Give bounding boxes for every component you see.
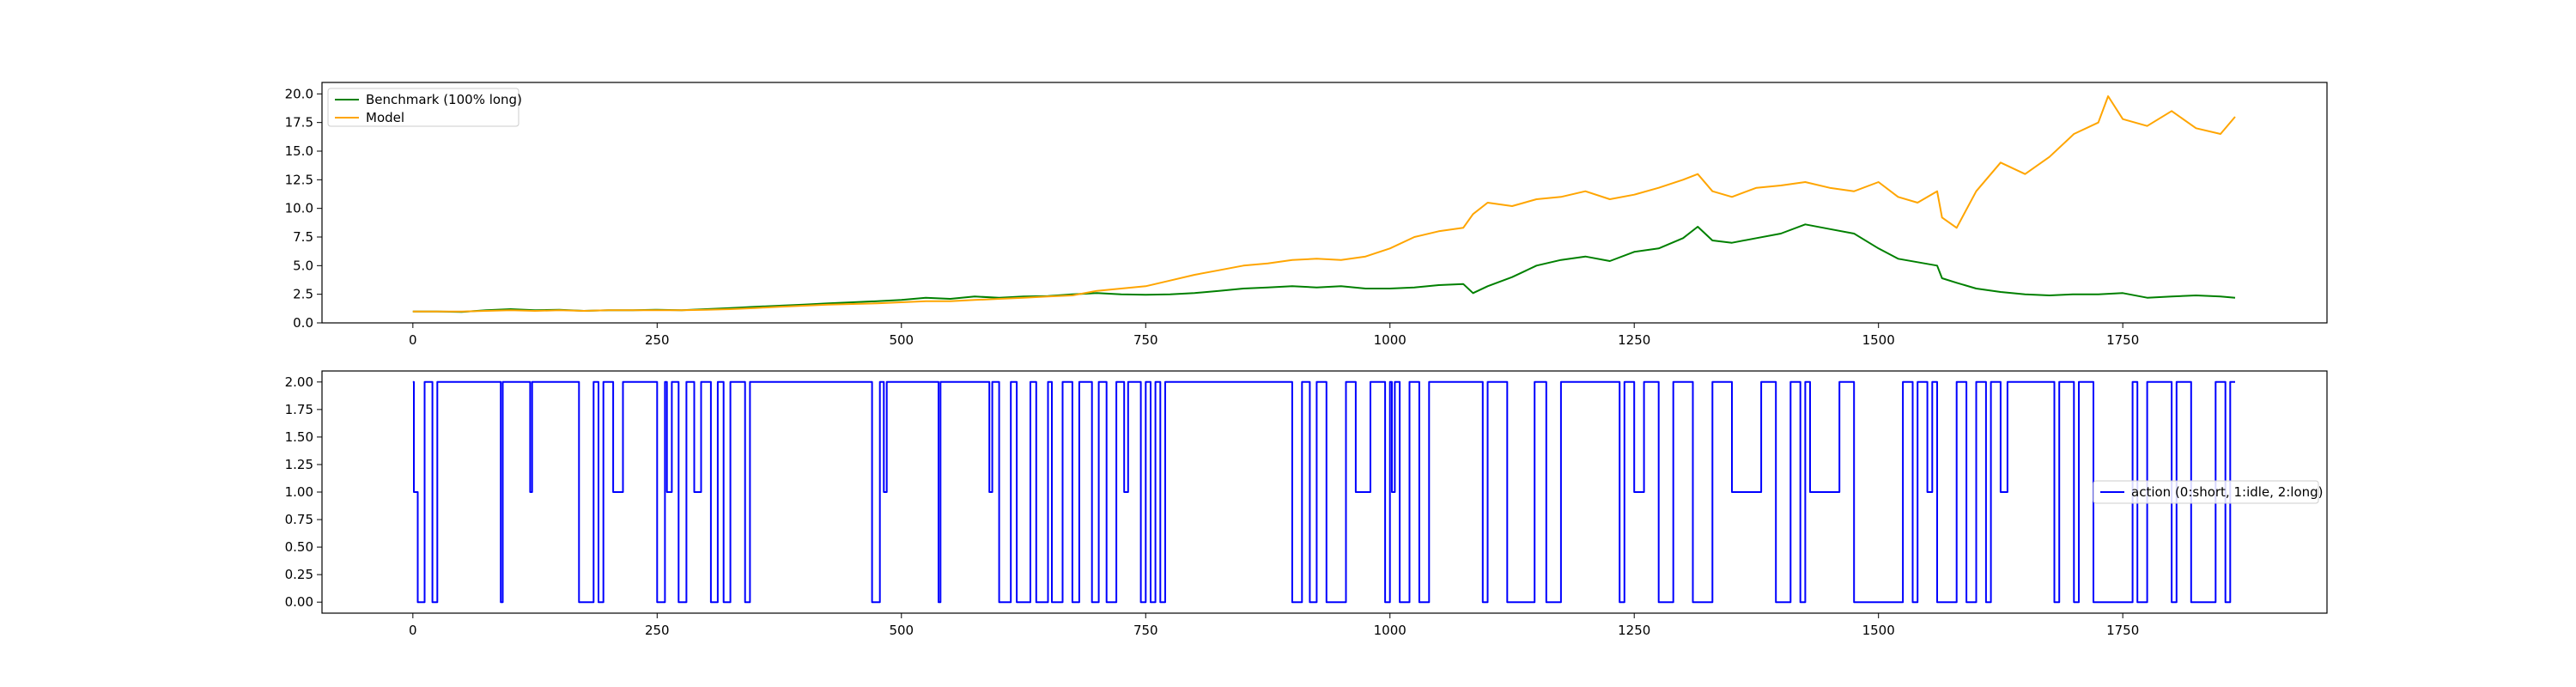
legend-box <box>327 88 519 127</box>
legend: action (0:short, 1:idle, 2:long) <box>2093 480 2324 504</box>
y-tick-label: 10.0 <box>285 201 313 216</box>
series-line-0 <box>412 223 2236 313</box>
x-tick-label: 1500 <box>1862 332 1895 348</box>
x-tick-label: 1000 <box>1374 332 1406 348</box>
x-tick-label: 750 <box>1133 623 1158 638</box>
x-tick-label: 1000 <box>1374 623 1406 638</box>
y-tick-label: 5.0 <box>293 258 313 273</box>
plot-lines <box>412 95 2236 313</box>
y-tick-label: 1.25 <box>285 457 313 472</box>
x-tick-label: 500 <box>889 623 914 638</box>
legend-box <box>2093 480 2319 504</box>
legend-label: Model <box>366 110 404 125</box>
y-tick-label: 2.5 <box>293 287 313 302</box>
y-tick-label: 1.75 <box>285 402 313 417</box>
axis-ticks: 0 250 500 750 1000 1250 1500 1750 0.0 2.5 5.0 7.5 10… <box>285 86 2140 348</box>
plot-lines <box>412 380 2235 604</box>
y-tick-label: 0.75 <box>285 512 313 527</box>
x-tick-label: 0 <box>409 332 417 348</box>
plot-frame <box>321 82 2328 324</box>
y-tick-label: 20.0 <box>285 86 313 101</box>
y-tick-label: 7.5 <box>293 229 313 245</box>
y-tick-label: 0.50 <box>285 539 313 555</box>
x-tick-label: 1250 <box>1618 623 1650 638</box>
x-tick-label: 1750 <box>2106 332 2139 348</box>
y-tick-label: 1.00 <box>285 484 313 500</box>
y-tick-label: 17.5 <box>285 115 313 131</box>
y-tick-label: 1.50 <box>285 429 313 445</box>
y-tick-label: 0.00 <box>285 594 313 610</box>
y-tick-label: 12.5 <box>285 172 313 187</box>
plot-frame <box>321 370 2328 614</box>
axis-ticks: 0 250 500 750 1000 1250 1500 1750 0.00 0.25 0.50 0.… <box>285 374 2140 638</box>
x-tick-label: 750 <box>1133 332 1158 348</box>
series-line-0 <box>412 380 2235 604</box>
series-line-1 <box>412 95 2236 313</box>
y-tick-label: 2.00 <box>285 374 313 390</box>
y-tick-label: 15.0 <box>285 143 313 159</box>
x-tick-label: 1250 <box>1618 332 1650 348</box>
x-tick-label: 1500 <box>1862 623 1895 638</box>
legend-label: Benchmark (100% long) <box>366 92 522 107</box>
legend-label: action (0:short, 1:idle, 2:long) <box>2131 484 2324 500</box>
x-tick-label: 500 <box>889 332 914 348</box>
y-tick-label: 0.25 <box>285 567 313 582</box>
benchmark-vs-model-panel: 0 250 500 750 1000 1250 1500 1750 0.0 2.5 5.0 7.5 10… <box>285 82 2328 348</box>
x-tick-label: 0 <box>409 623 417 638</box>
y-tick-label: 0.0 <box>293 315 313 331</box>
action-panel: 0 250 500 750 1000 1250 1500 1750 0.00 0.25 0.50 0.… <box>285 370 2328 638</box>
x-tick-label: 1750 <box>2106 623 2139 638</box>
legend: Benchmark (100% long) Model <box>327 88 522 127</box>
x-tick-label: 250 <box>645 332 670 348</box>
x-tick-label: 250 <box>645 623 670 638</box>
